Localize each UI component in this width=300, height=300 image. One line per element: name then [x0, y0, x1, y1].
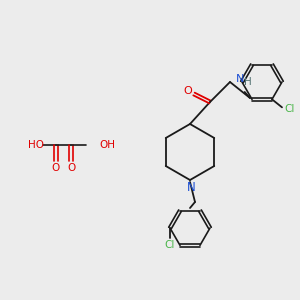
Text: H: H [244, 77, 252, 87]
Text: O: O [67, 163, 75, 173]
Text: N: N [236, 74, 244, 84]
Text: O: O [184, 86, 192, 96]
Text: OH: OH [99, 140, 115, 150]
Text: N: N [187, 181, 195, 194]
Text: HO: HO [28, 140, 44, 150]
Text: Cl: Cl [285, 104, 295, 114]
Text: O: O [52, 163, 60, 173]
Text: Cl: Cl [165, 240, 175, 250]
